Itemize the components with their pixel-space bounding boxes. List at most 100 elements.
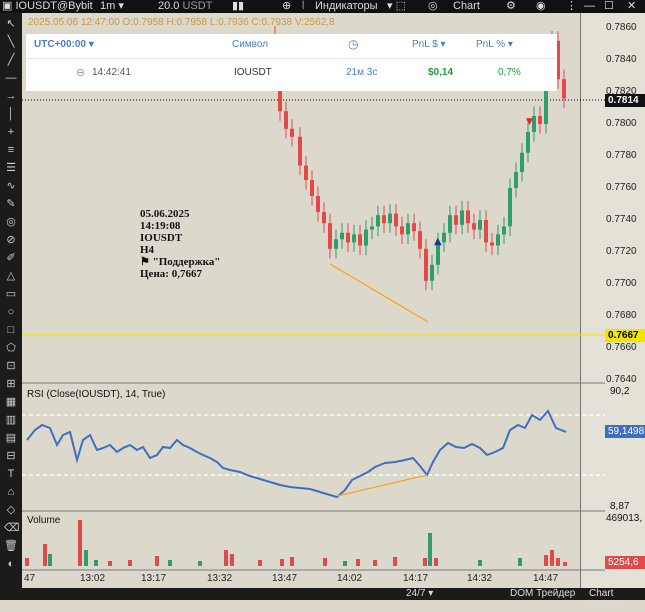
channel-icon[interactable]: ≡ — [7, 144, 15, 156]
candle-body — [442, 232, 446, 243]
candle-body — [448, 215, 452, 233]
settings-icon[interactable]: ⚙ — [506, 0, 516, 12]
circle-icon[interactable]: ○ — [7, 306, 15, 318]
candle-body — [508, 188, 512, 227]
volume-bar — [373, 560, 377, 566]
ohlc-readout: 2025.05.06 12:47:00 O:0.7958 H:0.7958 L:… — [28, 17, 335, 28]
col-pnl-usd[interactable]: PnL $ ▾ — [412, 39, 446, 50]
volume-bar — [25, 558, 29, 566]
text-icon[interactable]: T — [7, 468, 15, 480]
price-tick: 0.7800 — [606, 118, 637, 129]
drawing-toolbar: ↖ ╲ ╱ — → │ + ≡ ☰ ∿ ✎ ◎ ⊘ ✐ △ ▭ ○ □ ⬠ ⊡ … — [0, 13, 22, 590]
trade-duration: 21м 3с — [346, 67, 378, 78]
chart-type-icon[interactable]: ▮▮ — [232, 0, 245, 12]
brush-icon[interactable]: ✎ — [6, 198, 16, 210]
screenshot-icon[interactable]: ◎ — [428, 0, 438, 12]
session-selector[interactable]: 24/7 ▾ — [406, 588, 434, 599]
price-tick: 0.7660 — [606, 342, 637, 353]
chart-button[interactable]: Chart — [453, 0, 480, 12]
line-icon[interactable]: ╲ — [7, 36, 15, 48]
col-symbol[interactable]: Символ — [232, 39, 269, 50]
volume-bar — [198, 561, 202, 566]
maximize-icon[interactable]: ☐ — [604, 0, 614, 12]
curve-icon[interactable]: ∿ — [6, 180, 16, 192]
level-annotation[interactable]: 05.06.2025 14:19:08 IOUSDT H4 ⚑ "Поддерж… — [140, 208, 220, 280]
candle-body — [328, 223, 332, 249]
volume-bar — [94, 560, 98, 566]
candle-body — [460, 210, 464, 225]
polygon-icon[interactable]: ⬠ — [6, 342, 16, 354]
indicators-button[interactable]: Индикаторы — [315, 0, 378, 12]
candle-body — [334, 239, 338, 249]
trade-symbol: IOUSDT — [234, 67, 272, 78]
candle-body — [370, 226, 374, 230]
trade-time: 14:42:41 — [92, 67, 131, 78]
camera-icon[interactable]: ◉ — [536, 0, 546, 12]
eraser-icon[interactable]: ⌫ — [4, 522, 20, 534]
eye-icon[interactable]: ◐ — [7, 558, 15, 570]
indicators-icon[interactable]: ⦚ — [302, 0, 305, 12]
annotation-date: 05.06.2025 — [140, 208, 190, 220]
cursor-icon[interactable]: ↖ — [6, 18, 16, 30]
volume-bar — [323, 558, 327, 566]
signal-icon[interactable]: ⌂ — [7, 486, 15, 498]
chart-trader-tab[interactable]: Chart Trader — [589, 588, 619, 611]
table-icon[interactable]: ▤ — [5, 432, 17, 444]
rect-icon[interactable]: ▭ — [5, 288, 17, 300]
minimize-icon[interactable]: — — [584, 0, 595, 12]
candle-body — [514, 172, 518, 188]
candle-body — [520, 152, 524, 172]
price-tick: 0.7840 — [606, 54, 637, 65]
ruler-h-icon[interactable]: ⊟ — [6, 450, 16, 462]
arrow-icon[interactable]: → — [5, 90, 17, 102]
time-tick: 14:02 — [337, 573, 363, 584]
timezone-selector[interactable]: UTC+00:00 ▾ — [34, 39, 94, 50]
trash-icon[interactable]: 🗑 — [4, 540, 18, 552]
close-icon[interactable]: ✕ — [627, 0, 637, 12]
zoom-icon[interactable]: ⊕ — [282, 0, 292, 12]
measure-icon[interactable]: ⊞ — [6, 378, 16, 390]
candle-body — [394, 213, 398, 227]
fib-icon[interactable]: ☰ — [6, 162, 16, 174]
hline-icon[interactable]: — — [5, 72, 17, 84]
trade-pnl-usd: $0,14 — [428, 67, 454, 78]
cross-icon[interactable]: + — [7, 126, 15, 138]
triangle-icon[interactable]: △ — [6, 270, 16, 282]
ray-icon[interactable]: ╱ — [7, 54, 15, 66]
price-axis[interactable] — [580, 13, 645, 590]
candle-body — [490, 242, 494, 246]
grid-icon[interactable]: ▦ — [5, 396, 17, 408]
symbol-selector[interactable]: ▣ IOUSDT@Bybit — [2, 0, 93, 12]
pnl-panel: UTC+00:00 ▾ Символ ◷ PnL $ ▾ PnL % ▾ ⊖ 1… — [26, 34, 557, 91]
target-icon[interactable]: ◎ — [6, 216, 16, 228]
price-tick: 0.7860 — [606, 22, 637, 33]
square-icon[interactable]: □ — [7, 324, 15, 336]
col-pnl-pct[interactable]: PnL % ▾ — [476, 39, 513, 50]
candle-body — [304, 165, 308, 180]
candle-body — [562, 79, 566, 99]
tag-icon[interactable]: ◇ — [6, 504, 16, 516]
interval-selector[interactable]: 1m ▾ — [100, 0, 124, 12]
lock-icon[interactable]: ⊡ — [6, 360, 16, 372]
vline-icon[interactable]: │ — [7, 108, 15, 120]
template-icon[interactable]: ▾ ⬚ — [387, 0, 406, 12]
time-tick: 14:32 — [467, 573, 493, 584]
time-tick: 47 — [24, 573, 36, 584]
close-position-icon[interactable]: ⊖ — [76, 67, 86, 79]
rsi-label[interactable]: RSI (Close(IOUSDT), 14, True) — [27, 389, 166, 400]
bars-icon[interactable]: ▥ — [5, 414, 17, 426]
pencil-icon[interactable]: ✐ — [6, 252, 16, 264]
dom-trader-tab[interactable]: DOM Трейдер — [510, 588, 576, 599]
ruler-icon[interactable]: ⊘ — [6, 234, 16, 246]
candle-body — [538, 116, 542, 124]
volume-bar — [108, 561, 112, 566]
volume-bar — [128, 560, 132, 566]
candle-body — [532, 116, 536, 132]
more-icon[interactable]: ⋮ — [566, 0, 577, 12]
time-tick: 13:17 — [141, 573, 167, 584]
candle-body — [358, 234, 362, 246]
volume-label[interactable]: Volume — [27, 515, 61, 526]
volume-bar — [434, 558, 438, 566]
quantity-input[interactable]: 20.0 USDT — [158, 0, 213, 12]
